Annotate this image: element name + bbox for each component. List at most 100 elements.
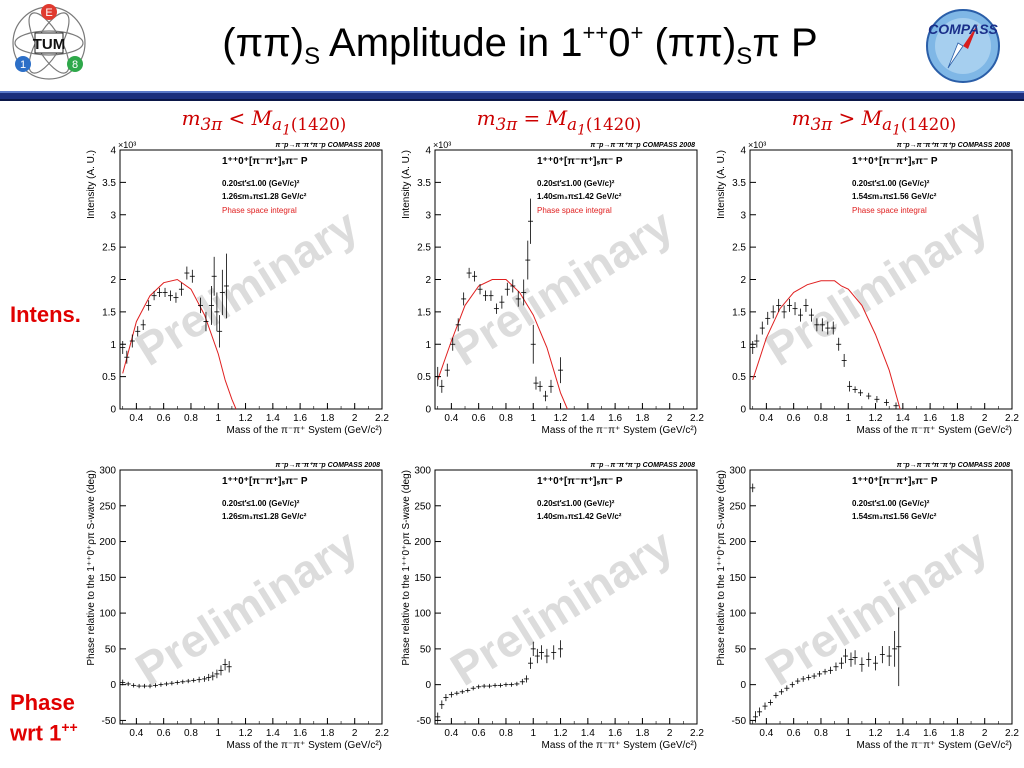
tum-logo-text: TUM: [33, 36, 66, 53]
x-tick-label: 0.4: [129, 728, 143, 739]
phase-space-curve: [752, 280, 901, 410]
y-tick-label: 100: [729, 609, 746, 620]
y-tick-label: 3.5: [417, 178, 431, 189]
mass-range-label: 1.40≤m₃π≤1.42 GeV/c²: [537, 512, 622, 521]
y-tick-label: 300: [729, 466, 746, 477]
x-tick-label: 0.6: [157, 413, 171, 424]
tum-logo-letter-1: 1: [20, 59, 26, 71]
x-tick-label: 2.2: [375, 413, 389, 424]
y-tick-label: 2.5: [102, 243, 116, 254]
wave-label: 1⁺⁺0⁺[π⁻π⁺]ₛπ⁻ P: [222, 476, 308, 487]
x-tick-label: 2.2: [1005, 728, 1019, 739]
x-tick-label: 2.2: [690, 413, 704, 424]
x-tick-label: 1.4: [266, 413, 280, 424]
x-tick-label: 0.4: [444, 728, 458, 739]
x-tick-label: 0.6: [787, 413, 801, 424]
plot-frame: [749, 469, 1013, 725]
x-tick-label: 2: [352, 728, 358, 739]
tprime-label: 0.20≤t′≤1.00 (GeV/c)²: [222, 499, 300, 508]
y-tick-label: 1.5: [102, 307, 116, 318]
tum-logo: TUM E 1 8: [6, 2, 92, 84]
watermark-preliminary: Preliminary: [756, 198, 996, 375]
wave-label: 1⁺⁺0⁺[π⁻π⁺]ₛπ⁻ P: [537, 476, 623, 487]
mass-range-label: 1.26≤m₃π≤1.28 GeV/c²: [222, 512, 307, 521]
x-tick-label: 0.8: [184, 413, 198, 424]
x-tick-label: 1: [845, 413, 851, 424]
y-tick-label: 250: [99, 501, 116, 512]
x-axis-label: Mass of the π⁻π⁺ System (GeV/c²): [227, 425, 383, 436]
y-tick-label: -50: [732, 716, 747, 727]
y-tick-label: 4: [740, 146, 746, 157]
tprime-label: 0.20≤t′≤1.00 (GeV/c)²: [222, 179, 300, 188]
y-tick-label: 3.5: [732, 178, 746, 189]
column-header-below: m3π < Ma1(1420): [181, 106, 347, 139]
x-tick-label: 1: [530, 413, 536, 424]
y-tick-label: 4: [110, 146, 116, 157]
watermark-preliminary: Preliminary: [126, 198, 366, 375]
y-axis-label: Intensity (A. U.): [716, 150, 727, 219]
y-tick-label: 200: [729, 537, 746, 548]
y-tick-label: 1.5: [417, 307, 431, 318]
y-tick-label: 3: [740, 210, 746, 221]
chart-header: π⁻p→π⁻π⁺π⁻p COMPASS 2008: [590, 142, 695, 149]
x-tick-label: 1: [215, 728, 221, 739]
y-tick-label: 0: [740, 405, 746, 416]
x-tick-label: 1.4: [896, 413, 910, 424]
y-tick-label: 3: [425, 210, 431, 221]
intensity-chart-high: Preliminary 0.4 0.6 0.8 1 1.2 1.4 1.6 1.8 2 2.2 0 0.…: [716, 140, 1019, 436]
x-axis-label: Mass of the π⁻π⁺ System (GeV/c²): [857, 740, 1013, 751]
x-tick-label: 1.2: [554, 728, 568, 739]
phase-chart-low: Preliminary 0.4 0.6 0.8 1 1.2 1.4 1.6 1.8 2 2.2 -50…: [86, 462, 389, 751]
legend-phase-space: Phase space integral: [852, 206, 927, 215]
x-tick-label: 2: [667, 728, 673, 739]
x-tick-label: 2.2: [1005, 413, 1019, 424]
x-tick-label: 0.8: [814, 728, 828, 739]
x-tick-label: 0.8: [184, 728, 198, 739]
x-tick-label: 1.8: [950, 728, 964, 739]
y-tick-label: 0: [425, 405, 431, 416]
x-tick-label: 0.6: [472, 413, 486, 424]
y-tick-label: 100: [99, 609, 116, 620]
x-tick-label: 0.8: [499, 413, 513, 424]
x-tick-label: 1.4: [581, 728, 595, 739]
x-axis-label: Mass of the π⁻π⁺ System (GeV/c²): [227, 740, 383, 751]
y-tick-label: 0: [110, 405, 116, 416]
y-tick-label: 4: [425, 146, 431, 157]
y-tick-label: 150: [99, 573, 116, 584]
y-tick-label: 250: [414, 501, 431, 512]
y-tick-label: 1: [110, 340, 116, 351]
y-tick-label: 50: [105, 644, 117, 655]
x-axis-label: Mass of the π⁻π⁺ System (GeV/c²): [857, 425, 1013, 436]
x-tick-label: 1.4: [581, 413, 595, 424]
y-tick-label: -50: [417, 716, 432, 727]
y-tick-label: 2.5: [417, 243, 431, 254]
x-tick-label: 1.8: [635, 413, 649, 424]
compass-logo: COMPASS: [918, 4, 1008, 84]
chart-header: π⁻p→π⁻π⁺π⁻π⁺p COMPASS 2008: [897, 462, 1010, 469]
plot-frame: [119, 469, 383, 725]
y-tick-label: 200: [414, 537, 431, 548]
x-tick-label: 1: [530, 728, 536, 739]
phase-chart-high: Preliminary 0.4 0.6 0.8 1 1.2 1.4 1.6 1.8 2 2.2 -50…: [716, 462, 1019, 751]
x-tick-label: 2: [667, 413, 673, 424]
y-tick-label: 1: [740, 340, 746, 351]
y-axis-label: Phase relative to the 1⁺⁺0⁺ρπ S-wave (de…: [716, 470, 727, 666]
x-tick-label: 1.6: [293, 728, 307, 739]
row-label-phase: Phase wrt 1++: [10, 690, 78, 746]
x-tick-label: 0.4: [444, 413, 458, 424]
y-tick-label: 0.5: [102, 372, 116, 383]
y-axis-label: Phase relative to the 1⁺⁺0⁺ρπ S-wave (de…: [86, 470, 97, 666]
y-tick-label: 1.5: [732, 307, 746, 318]
y-tick-label: 3: [110, 210, 116, 221]
chart-header: π⁻p→π⁻π⁺π⁻π⁺p COMPASS 2008: [897, 142, 1010, 149]
wave-label: 1⁺⁺0⁺[π⁻π⁺]ₛπ⁻ P: [852, 156, 938, 167]
y-tick-label: 150: [729, 573, 746, 584]
x-tick-label: 0.6: [472, 728, 486, 739]
x-tick-label: 1.2: [869, 728, 883, 739]
y-tick-label: -50: [102, 716, 117, 727]
x-tick-label: 1.8: [320, 728, 334, 739]
page-title: (ππ)S Amplitude in 1++0+ (ππ)Sπ P: [222, 20, 818, 70]
y-axis-label: Phase relative to the 1⁺⁺0⁺ρπ S-wave (de…: [401, 470, 412, 666]
y-axis-label: Intensity (A. U.): [86, 150, 97, 219]
